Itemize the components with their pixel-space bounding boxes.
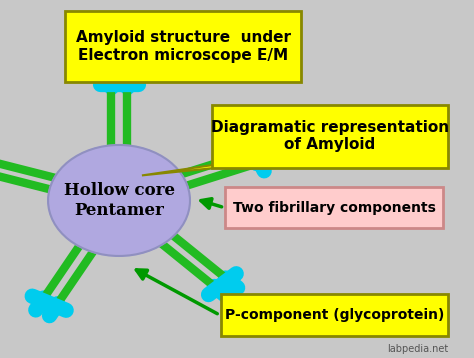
Text: Two fibrillary components: Two fibrillary components xyxy=(233,200,436,215)
FancyBboxPatch shape xyxy=(221,294,448,336)
Text: Amyloid structure  under
Electron microscope E/M: Amyloid structure under Electron microsc… xyxy=(76,30,291,63)
Polygon shape xyxy=(142,165,247,175)
Circle shape xyxy=(48,145,190,256)
Text: Hollow core
Pentamer: Hollow core Pentamer xyxy=(64,182,174,219)
Text: P-component (glycoprotein): P-component (glycoprotein) xyxy=(225,308,444,322)
Text: labpedia.net: labpedia.net xyxy=(387,344,448,354)
FancyBboxPatch shape xyxy=(211,105,448,168)
FancyBboxPatch shape xyxy=(225,187,443,228)
Text: Diagramatic representation
of Amyloid: Diagramatic representation of Amyloid xyxy=(210,120,449,152)
FancyBboxPatch shape xyxy=(65,11,301,82)
